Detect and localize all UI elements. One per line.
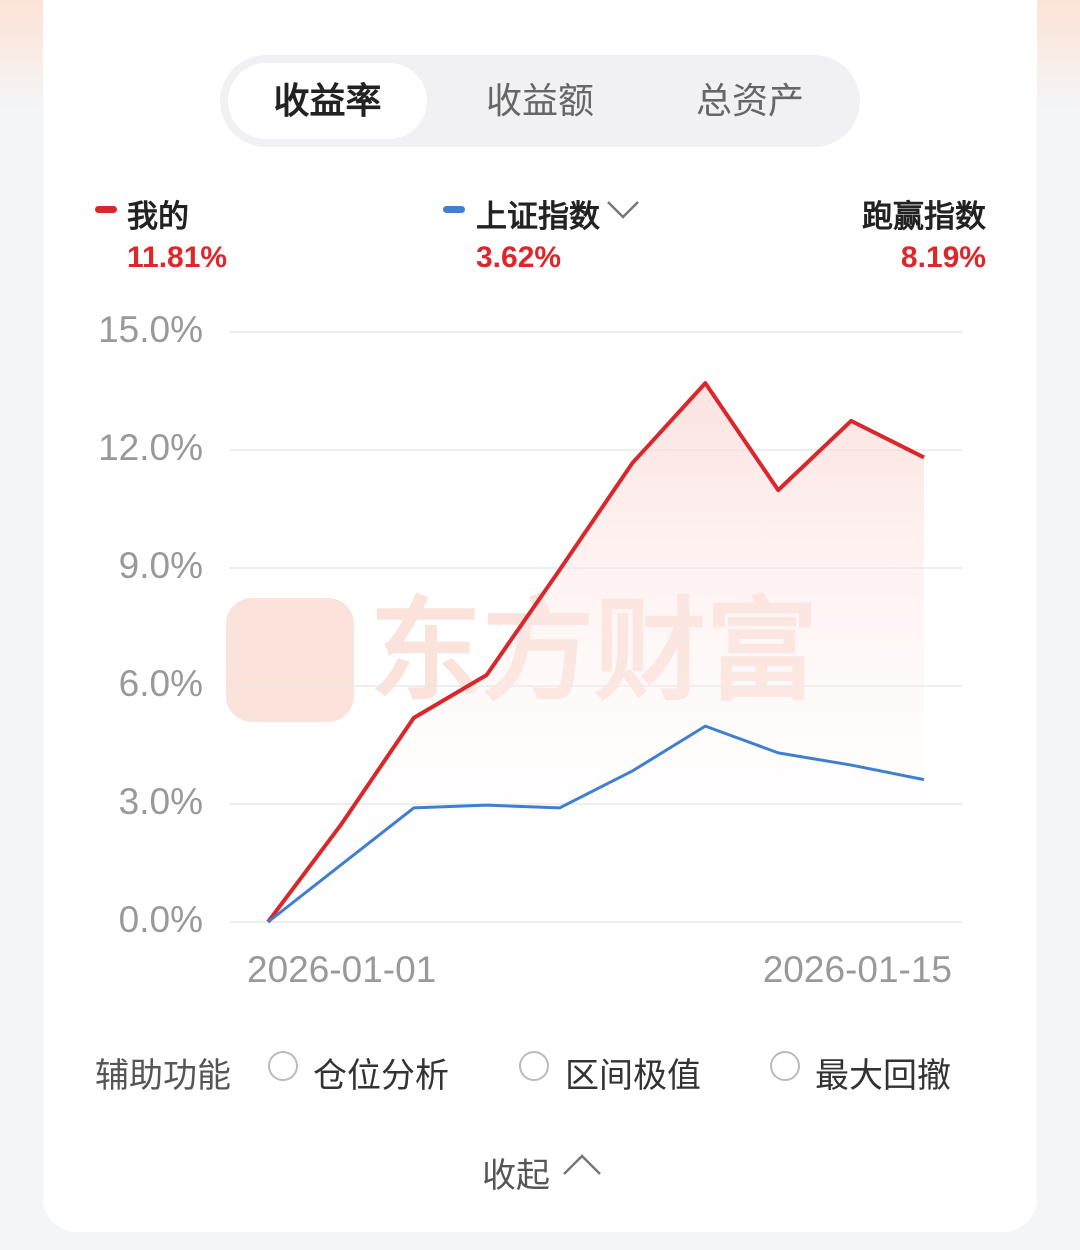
legend-value: 3.62% (476, 241, 562, 274)
line (266, 381, 925, 924)
tab[interactable]: 总资产 (695, 80, 804, 121)
tab[interactable]: 收益额 (485, 80, 594, 121)
aux-title: 辅助功能 (95, 1057, 231, 1095)
collapse-button[interactable]: 收起 (482, 1157, 550, 1195)
aux-option[interactable]: 最大回撤 (815, 1057, 951, 1095)
aux-option[interactable]: 区间极值 (565, 1057, 701, 1095)
chart: 东方财富 0.0%3.0%6.0%9.0%12.0%15.0%2026-01-0… (98, 309, 962, 990)
y-tick-label: 6.0% (119, 663, 203, 704)
x-tick-label: 2026-01-15 (763, 949, 952, 990)
aux-option[interactable]: 仓位分析 (313, 1057, 449, 1095)
collapse-icon[interactable] (562, 1152, 602, 1178)
legend-value: 8.19% (900, 241, 986, 274)
watermark-logo (226, 598, 354, 722)
tab[interactable]: 收益率 (228, 63, 427, 139)
radio[interactable] (770, 1051, 800, 1081)
area (268, 383, 924, 923)
radio[interactable] (268, 1051, 298, 1081)
legend-swatch (443, 206, 465, 213)
y-tick-label: 3.0% (119, 781, 203, 822)
legend-label: 跑赢指数 (862, 199, 986, 234)
dropdown-icon[interactable] (606, 198, 640, 222)
legend-label[interactable]: 上证指数 (476, 199, 600, 234)
x-tick-label: 2026-01-01 (247, 949, 436, 990)
legend-label: 我的 (127, 199, 189, 234)
tab-bar: 收益率 收益额 总资产 (220, 55, 860, 147)
legend-value: 11.81% (127, 241, 228, 274)
line (267, 724, 925, 924)
y-tick-label: 9.0% (119, 545, 203, 586)
radio[interactable] (519, 1051, 549, 1081)
y-tick-label: 12.0% (98, 427, 203, 468)
y-tick-label: 0.0% (119, 899, 203, 940)
y-tick-label: 15.0% (98, 309, 203, 350)
legend-swatch (95, 206, 117, 213)
